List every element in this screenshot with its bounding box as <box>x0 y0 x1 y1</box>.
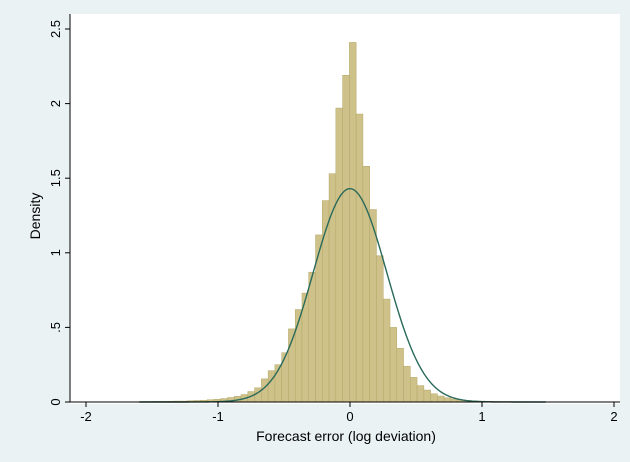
histogram-bar <box>403 365 411 403</box>
y-tick-label: 0 <box>48 398 63 405</box>
histogram-bar <box>389 327 398 403</box>
x-tick-label: 0 <box>346 409 353 424</box>
histogram-bar <box>281 352 289 403</box>
histogram-bar <box>267 370 276 403</box>
histogram-bar <box>342 75 350 403</box>
histogram-bar <box>396 348 404 403</box>
histogram-bar <box>430 393 438 403</box>
x-axis-ticks: -2 -1 0 1 2 <box>80 402 618 424</box>
histogram-bar <box>423 389 431 403</box>
histogram-bar <box>349 42 357 403</box>
histogram-bar <box>261 378 269 403</box>
histogram-bar <box>362 166 370 403</box>
histogram-bar <box>437 395 445 403</box>
y-axis-ticks: 0 .5 1 1.5 2 2.5 <box>48 20 70 406</box>
x-tick-label: -1 <box>212 409 224 424</box>
x-tick-label: 1 <box>478 409 485 424</box>
histogram-bar <box>335 107 343 403</box>
histogram-bar <box>376 255 384 403</box>
histogram-bar <box>369 209 377 403</box>
histogram-bar <box>308 271 316 403</box>
y-tick-label: 2 <box>48 100 63 107</box>
y-tick-label: 2.5 <box>48 20 63 38</box>
y-tick-label: 1 <box>48 249 63 256</box>
x-axis-title: Forecast error (log deviation) <box>256 428 436 444</box>
histogram-bar <box>254 387 262 403</box>
histogram-bar <box>443 397 452 403</box>
x-tick-label: 2 <box>610 409 617 424</box>
x-tick-label: -2 <box>80 409 92 424</box>
histogram-bar <box>355 113 364 403</box>
histogram-bar <box>382 298 391 403</box>
axes <box>69 14 620 403</box>
y-tick-label: 1.5 <box>48 169 63 187</box>
histogram-bars <box>139 42 546 403</box>
histogram-bar <box>328 173 337 403</box>
y-axis-title: Density <box>27 193 43 240</box>
histogram-bar <box>410 377 418 403</box>
y-tick-label: .5 <box>48 322 63 333</box>
histogram-bar <box>416 385 425 403</box>
